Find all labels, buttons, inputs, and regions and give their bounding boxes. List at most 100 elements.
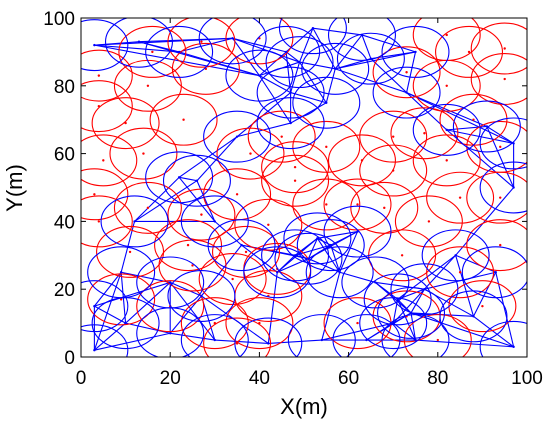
red-coverage-circle (359, 144, 428, 197)
link-line (268, 339, 322, 344)
red-coverage-circle (113, 181, 182, 234)
red-node-point (499, 243, 502, 247)
blue-node-point (124, 321, 127, 325)
red-coverage-circle (149, 93, 218, 146)
link-line (214, 339, 269, 344)
link-line (94, 305, 126, 324)
red-node-point (499, 196, 502, 199)
link-line (406, 92, 488, 127)
blue-coverage-circle (479, 161, 527, 214)
link-line (285, 51, 300, 63)
blue-coverage-circle (372, 66, 441, 119)
link-line (169, 281, 202, 297)
link-line (415, 339, 514, 348)
red-coverage-circle (350, 181, 419, 234)
link-line (495, 272, 515, 347)
link-line (259, 75, 291, 94)
plot-area (81, 18, 527, 357)
axes: 0 20 40 60 80 100 0 20 40 60 80 100 (43, 9, 543, 389)
link-line (125, 322, 171, 334)
link-line (406, 51, 417, 93)
y-tick-label: 40 (54, 212, 75, 233)
blue-coverage-circle (421, 229, 490, 282)
red-coverage-circle (81, 49, 133, 102)
link-line (330, 244, 341, 273)
blue-node-point (423, 288, 426, 291)
blue-coverage-circle (136, 256, 205, 309)
blue-coverage-circle (381, 25, 450, 78)
link-line (321, 272, 341, 341)
link-line (196, 180, 216, 222)
link-line (94, 322, 126, 351)
blue-node-point (137, 40, 141, 43)
link-line (325, 68, 336, 103)
blue-node-point (213, 220, 216, 223)
red-coverage-circle (136, 280, 205, 333)
red-coverage-circle (292, 178, 361, 231)
blue-coverage-circle (381, 314, 450, 357)
blue-node-point (169, 332, 172, 335)
red-coverage-circle (81, 80, 133, 133)
red-coverage-circle (216, 127, 285, 180)
red-coverage-circle (225, 18, 294, 65)
red-node-point (400, 254, 404, 257)
red-node-point (458, 196, 462, 199)
blue-coverage-circle (104, 18, 173, 68)
y-tick-label: 0 (64, 348, 75, 369)
red-node-point (235, 193, 239, 196)
blue-node-point (298, 60, 301, 64)
link-line (125, 282, 171, 324)
blue-node-point (512, 345, 515, 349)
link-line (334, 34, 363, 70)
link-line (370, 58, 407, 93)
red-coverage-circle (154, 219, 223, 272)
link-line (361, 34, 416, 53)
red-coverage-circle (81, 195, 133, 248)
link-line (312, 27, 336, 70)
blue-node-point (177, 50, 181, 54)
blue-node-point (231, 37, 234, 40)
blue-coverage-circle (341, 256, 410, 309)
red-coverage-circle (426, 246, 495, 299)
blue-coverage-circle (87, 246, 156, 299)
red-coverage-circle (118, 25, 187, 78)
link-line (299, 61, 336, 70)
red-coverage-circle (466, 219, 527, 272)
blue-coverage-circle (100, 195, 169, 248)
blue-node-point (485, 125, 489, 128)
red-coverage-circle (327, 134, 396, 187)
blue-node-point (414, 50, 417, 54)
link-line (455, 187, 515, 256)
red-node-point (458, 271, 462, 274)
blue-node-point (293, 254, 297, 257)
link-line (294, 254, 309, 260)
blue-coverage-circle (207, 219, 276, 272)
red-node-point (146, 206, 150, 210)
blue-node-point (445, 128, 448, 132)
blue-coverage-circle (287, 314, 356, 357)
x-tick-label: 0 (76, 368, 87, 389)
link-line (121, 271, 171, 283)
blue-node-point (512, 186, 515, 189)
blue-node-point (240, 243, 243, 247)
blue-coverage-circle (81, 324, 129, 357)
blue-coverage-circle (234, 317, 303, 357)
link-line (232, 37, 287, 53)
red-node-point (146, 84, 150, 88)
red-node-point (427, 220, 431, 223)
link-line (410, 312, 417, 341)
link-line (361, 34, 372, 59)
link-line (339, 271, 376, 283)
y-tick-label: 60 (54, 145, 75, 166)
blue-coverage-circle (323, 205, 392, 258)
red-node-point (293, 165, 297, 169)
blue-coverage-circle (261, 229, 330, 282)
blue-node-point (276, 271, 279, 274)
plot-frame (80, 17, 528, 358)
blue-node-point (325, 101, 328, 104)
link-line (486, 126, 515, 188)
x-tick-label: 60 (338, 368, 359, 389)
link-line (94, 44, 180, 53)
blue-coverage-circle (377, 286, 446, 339)
red-coverage-circle (234, 198, 303, 251)
